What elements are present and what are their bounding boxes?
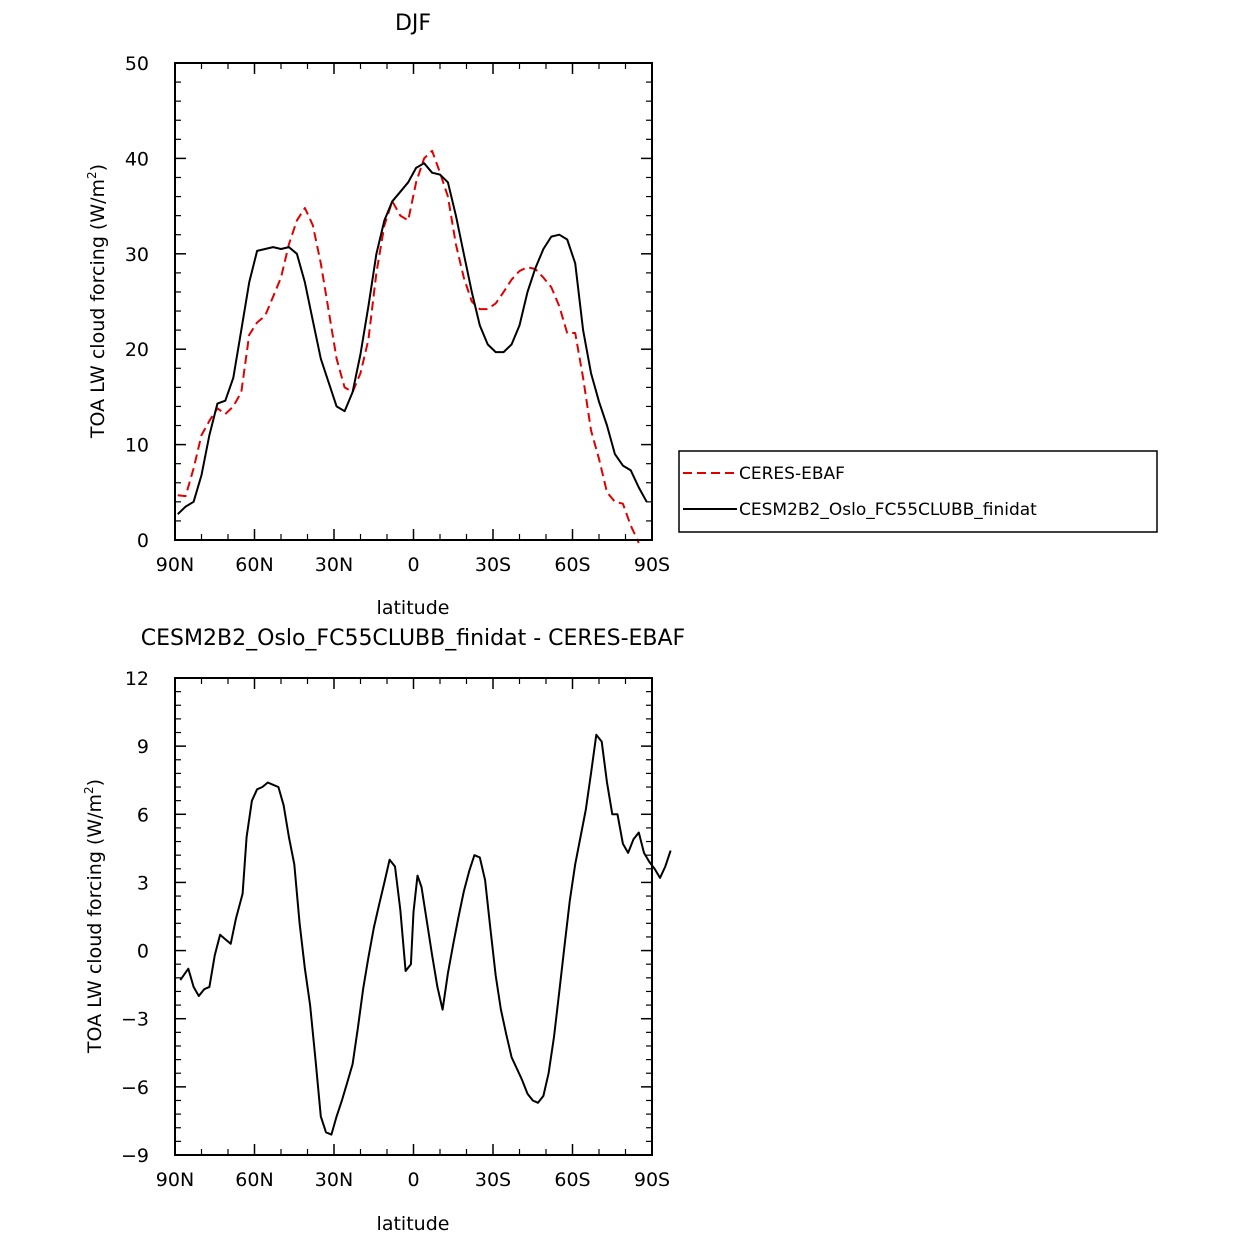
- top-plot-frame: [174, 62, 653, 541]
- bottom-x-tick-label: 90S: [634, 1169, 670, 1191]
- top-y-tick-label: 30: [125, 244, 149, 266]
- top-panel: DJF 90N 60N 30N 0 30S 60S 90S 0 10 20 30 40 50 latit…: [85, 11, 1158, 619]
- legend-box: [678, 450, 1158, 533]
- top-y-tick-label: 20: [125, 339, 149, 361]
- top-y-axis-label-sup: 2: [85, 171, 99, 179]
- top-x-tick-label: 90S: [634, 554, 670, 576]
- bottom-x-tick-label: 0: [407, 1169, 419, 1191]
- top-x-tick-label: 30N: [315, 554, 353, 576]
- bottom-ticks-layer: 90N 60N 30N 0 30S 60S 90S −9 −6 −3 0 3 6 9 12: [121, 668, 670, 1191]
- bottom-y-tick-label: 3: [137, 872, 149, 894]
- legend-label-cesm2b2: CESM2B2_Oslo_FC55CLUBB_finidat: [739, 500, 1037, 520]
- top-x-tick-label: 0: [407, 554, 419, 576]
- bottom-y-axis-label-close: ): [84, 779, 106, 786]
- top-x-tick-label: 60N: [235, 554, 273, 576]
- top-series-line-cesm2b2-oslo-fc55clubb-finidat: [177, 162, 648, 515]
- bottom-x-tick-label: 30S: [475, 1169, 511, 1191]
- top-y-axis-label: TOA LW cloud forcing (W/m2): [85, 164, 109, 439]
- bottom-y-axis-label-text: TOA LW cloud forcing (W/m: [84, 794, 106, 1054]
- bottom-x-axis-label: latitude: [377, 1213, 450, 1235]
- top-series-layer: [177, 149, 648, 544]
- bottom-plot-frame: [174, 677, 653, 1156]
- top-y-tick-label: 40: [125, 148, 149, 170]
- top-y-tick-label: 10: [125, 435, 149, 457]
- bottom-y-tick-label: −6: [121, 1077, 149, 1099]
- top-y-tick-label: 50: [125, 53, 149, 75]
- bottom-x-tick-label: 30N: [315, 1169, 353, 1191]
- bottom-chart-title: CESM2B2_Oslo_FC55CLUBB_finidat - CERES-E…: [141, 626, 685, 651]
- top-x-tick-label: 30S: [475, 554, 511, 576]
- bottom-y-tick-label: 6: [137, 804, 149, 826]
- bottom-series-layer: [179, 733, 672, 1136]
- legend: CERES-EBAF CESM2B2_Oslo_FC55CLUBB_finida…: [678, 450, 1158, 533]
- top-x-tick-label: 90N: [156, 554, 194, 576]
- top-chart-title: DJF: [395, 11, 431, 36]
- bottom-x-tick-label: 60N: [235, 1169, 273, 1191]
- bottom-x-tick-label: 90N: [156, 1169, 194, 1191]
- top-ticks-layer: 90N 60N 30N 0 30S 60S 90S 0 10 20 30 40 50: [125, 53, 670, 576]
- bottom-series-line-cesm2b2-oslo-fc55clubb-finidat-ceres-ebaf: [179, 733, 672, 1136]
- top-x-axis-label: latitude: [377, 597, 450, 619]
- bottom-y-axis-label-sup: 2: [82, 786, 96, 794]
- bottom-x-tick-label: 60S: [554, 1169, 590, 1191]
- bottom-y-tick-label: −9: [121, 1145, 149, 1167]
- bottom-y-axis-label: TOA LW cloud forcing (W/m2): [82, 779, 106, 1054]
- bottom-y-tick-label: 12: [125, 668, 149, 690]
- bottom-y-tick-label: −3: [121, 1009, 149, 1031]
- bottom-y-tick-label: 0: [137, 941, 149, 963]
- top-x-tick-label: 60S: [554, 554, 590, 576]
- top-y-axis-label-close: ): [87, 164, 109, 171]
- top-y-tick-label: 0: [137, 530, 149, 552]
- top-series-line-ceres-ebaf: [177, 149, 640, 544]
- bottom-panel: CESM2B2_Oslo_FC55CLUBB_finidat - CERES-E…: [82, 626, 685, 1235]
- bottom-y-tick-label: 9: [137, 736, 149, 758]
- legend-label-ceres-ebaf: CERES-EBAF: [739, 464, 845, 484]
- top-y-axis-label-text: TOA LW cloud forcing (W/m: [87, 179, 109, 439]
